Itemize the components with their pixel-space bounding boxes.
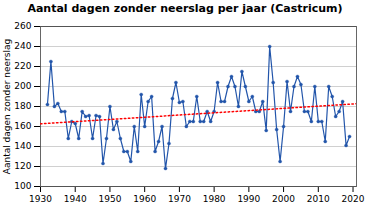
html-text:Aantal dagen zonder neerslag p: Aantal dagen zonder neerslag per jaar (C…	[27, 2, 343, 15]
svg-text:140: 140	[14, 141, 31, 151]
svg-text:1940: 1940	[64, 194, 87, 204]
svg-text:1960: 1960	[133, 194, 156, 204]
svg-text:260: 260	[14, 21, 31, 31]
svg-text:1950: 1950	[98, 194, 121, 204]
svg-text:100: 100	[14, 181, 31, 191]
svg-text:220: 220	[14, 61, 31, 71]
svg-text:1930: 1930	[29, 194, 52, 204]
svg-text:2010: 2010	[307, 194, 330, 204]
svg-text:2000: 2000	[272, 194, 295, 204]
svg-text:1980: 1980	[203, 194, 226, 204]
svg-text:1990: 1990	[237, 194, 260, 204]
svg-text:180: 180	[14, 101, 31, 111]
svg-text:200: 200	[14, 81, 31, 91]
svg-text:160: 160	[14, 121, 31, 131]
svg-text:1970: 1970	[168, 194, 191, 204]
svg-text:120: 120	[14, 161, 31, 171]
svg-text:2020: 2020	[342, 194, 365, 204]
svg-text:Aantal dagen zonder neerslag: Aantal dagen zonder neerslag	[2, 39, 12, 174]
svg-text:240: 240	[14, 41, 31, 51]
